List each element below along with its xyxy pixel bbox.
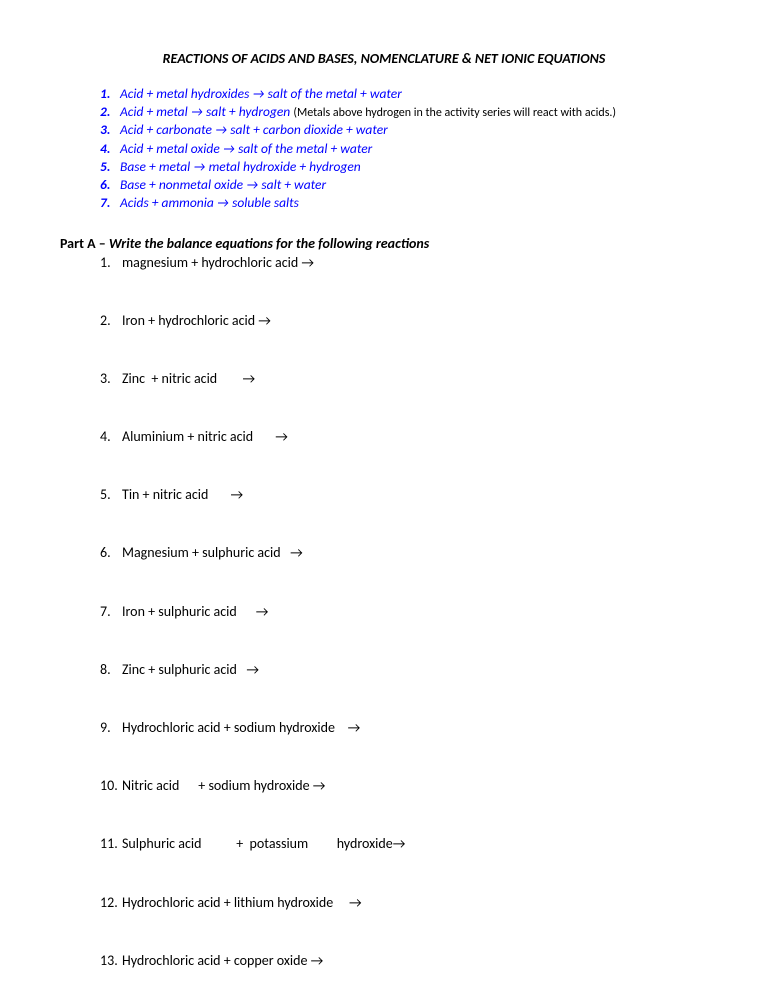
question-item: 8.Zinc + sulphuric acid → [100,661,708,679]
rule-text: Acid + metal hydroxides → salt of the me… [120,85,708,103]
question-number: 11. [100,835,122,853]
rule-number: 5. [100,158,120,176]
rules-list: 1.Acid + metal hydroxides → salt of the … [100,85,708,213]
question-text: Hydrochloric acid + sodium hydroxide → [122,719,360,737]
question-text: Zinc + sulphuric acid → [122,661,259,679]
question-number: 9. [100,719,122,737]
rule-item: 7.Acids + ammonia → soluble salts [100,194,708,212]
question-text: magnesium + hydrochloric acid → [122,254,314,272]
question-text: Magnesium + sulphuric acid → [122,544,303,562]
question-item: 7.Iron + sulphuric acid → [100,603,708,621]
part-a-label: Part A – [60,235,109,252]
question-text: Aluminium + nitric acid → [122,428,288,446]
question-item: 12.Hydrochloric acid + lithium hydroxide… [100,894,708,912]
question-item: 3.Zinc + nitric acid → [100,370,708,388]
question-item: 9.Hydrochloric acid + sodium hydroxide → [100,719,708,737]
question-text: Sulphuric acid + potassium hydroxide→ [122,835,405,853]
question-text: Iron + hydrochloric acid → [122,312,271,330]
question-item: 6.Magnesium + sulphuric acid → [100,544,708,562]
question-number: 13. [100,952,122,970]
rule-note: (Metals above hydrogen in the activity s… [293,106,616,120]
question-text: Hydrochloric acid + copper oxide → [122,952,323,970]
question-item: 11.Sulphuric acid + potassium hydroxide→ [100,835,708,853]
question-number: 5. [100,486,122,504]
question-number: 3. [100,370,122,388]
rule-number: 1. [100,85,120,103]
rule-item: 3.Acid + carbonate → salt + carbon dioxi… [100,121,708,139]
question-number: 1. [100,254,122,272]
rule-number: 7. [100,194,120,212]
question-number: 7. [100,603,122,621]
question-item: 5.Tin + nitric acid → [100,486,708,504]
question-text: Tin + nitric acid → [122,486,243,504]
rule-number: 2. [100,103,120,121]
question-text: Nitric acid + sodium hydroxide → [122,777,325,795]
question-text: Iron + sulphuric acid → [122,603,268,621]
question-item: 13.Hydrochloric acid + copper oxide → [100,952,708,970]
question-item: 2.Iron + hydrochloric acid → [100,312,708,330]
rule-number: 4. [100,140,120,158]
question-number: 10. [100,777,122,795]
question-number: 4. [100,428,122,446]
rule-text: Base + nonmetal oxide → salt + water [120,176,708,194]
question-item: 4.Aluminium + nitric acid → [100,428,708,446]
rule-item: 1.Acid + metal hydroxides → salt of the … [100,85,708,103]
page-title: REACTIONS OF ACIDS AND BASES, NOMENCLATU… [60,50,708,67]
rule-item: 2.Acid + metal → salt + hydrogen (Metals… [100,103,708,121]
question-item: 10.Nitric acid + sodium hydroxide → [100,777,708,795]
rule-text: Acid + carbonate → salt + carbon dioxide… [120,121,708,139]
rule-text: Acids + ammonia → soluble salts [120,194,708,212]
part-a-instruction: Write the balance equations for the foll… [109,235,429,252]
rule-text: Acid + metal oxide → salt of the metal +… [120,140,708,158]
question-number: 8. [100,661,122,679]
questions-list: 1.magnesium + hydrochloric acid →2.Iron … [100,254,708,970]
rule-item: 6.Base + nonmetal oxide → salt + water [100,176,708,194]
rule-item: 4.Acid + metal oxide → salt of the metal… [100,140,708,158]
rule-text: Acid + metal → salt + hydrogen (Metals a… [120,103,708,121]
question-text: Hydrochloric acid + lithium hydroxide → [122,894,362,912]
rule-text: Base + metal → metal hydroxide + hydroge… [120,158,708,176]
rule-item: 5.Base + metal → metal hydroxide + hydro… [100,158,708,176]
question-number: 6. [100,544,122,562]
rule-number: 6. [100,176,120,194]
question-number: 12. [100,894,122,912]
question-text: Zinc + nitric acid → [122,370,255,388]
rule-number: 3. [100,121,120,139]
part-a-header: Part A – Write the balance equations for… [60,235,708,252]
question-item: 1.magnesium + hydrochloric acid → [100,254,708,272]
question-number: 2. [100,312,122,330]
